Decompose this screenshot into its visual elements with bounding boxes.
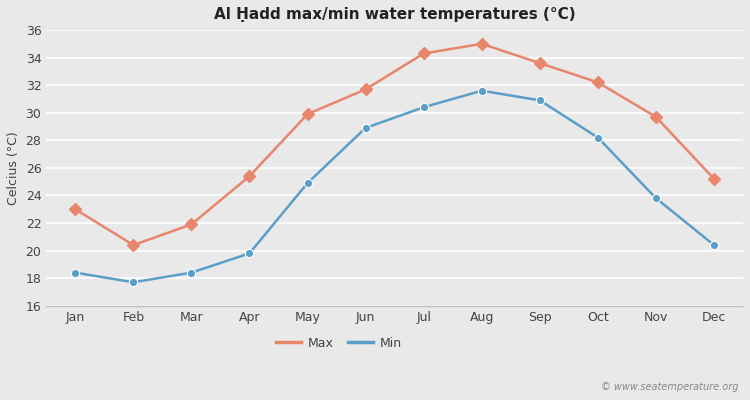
Legend: Max, Min: Max, Min: [272, 332, 406, 354]
Y-axis label: Celcius (°C): Celcius (°C): [7, 131, 20, 205]
Text: © www.seatemperature.org: © www.seatemperature.org: [602, 382, 739, 392]
Title: Al Ḥadd max/min water temperatures (°C): Al Ḥadd max/min water temperatures (°C): [214, 7, 575, 22]
